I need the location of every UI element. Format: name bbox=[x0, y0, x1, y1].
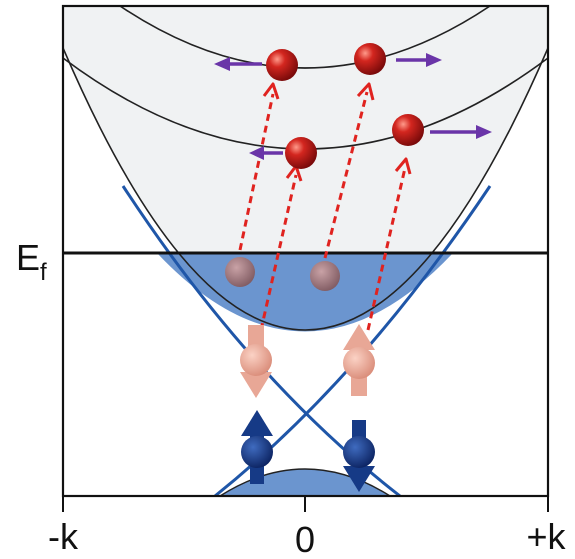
electron-sphere-icon bbox=[285, 137, 317, 169]
velocity-arrowhead bbox=[214, 57, 230, 71]
electron-sphere-icon bbox=[266, 49, 298, 81]
velocity-arrowhead bbox=[476, 125, 492, 139]
holes bbox=[225, 257, 340, 291]
spin-sphere-icon bbox=[240, 344, 272, 376]
x-label-left: -k bbox=[48, 516, 79, 557]
excitation-arrowhead bbox=[262, 82, 280, 100]
excitation-arrowhead bbox=[356, 82, 375, 101]
electron-sphere-icon bbox=[392, 114, 424, 146]
velocity-arrowhead bbox=[249, 146, 264, 160]
spin-sphere-icon bbox=[343, 436, 375, 468]
spin-down-arrow-icon bbox=[343, 466, 375, 492]
valence-curve bbox=[219, 468, 391, 496]
hole-sphere-icon bbox=[225, 257, 255, 287]
excitation-arrow bbox=[366, 167, 407, 331]
band-curve-top bbox=[119, 6, 491, 69]
velocity-arrows bbox=[214, 53, 492, 160]
excitation-arrows bbox=[238, 91, 407, 331]
spin-excited-left bbox=[240, 325, 272, 398]
hole-sphere-icon bbox=[310, 261, 340, 291]
spin-up-arrow-icon bbox=[343, 324, 375, 350]
spin-ground-right bbox=[343, 420, 375, 492]
excitation-arrowhead bbox=[394, 157, 412, 175]
electrons bbox=[266, 43, 424, 169]
band-curve-main bbox=[63, 47, 548, 331]
fermi-level-label: Ef bbox=[16, 237, 47, 286]
spin-ground-left bbox=[241, 410, 273, 484]
spin-sphere-icon bbox=[241, 436, 273, 468]
spin-excited-right bbox=[343, 324, 375, 396]
spin-up-arrow-icon bbox=[241, 410, 273, 436]
excitation-arrow bbox=[238, 93, 275, 251]
spin-sphere-icon bbox=[343, 347, 375, 379]
x-label-center: 0 bbox=[295, 519, 315, 559]
electron-sphere-icon bbox=[354, 43, 386, 75]
excitation-arrow bbox=[323, 91, 369, 259]
x-axis-ticks bbox=[62, 496, 549, 512]
x-label-right: +k bbox=[526, 516, 566, 557]
velocity-arrowhead bbox=[426, 53, 442, 67]
excitation-arrow bbox=[259, 174, 298, 331]
spin-down-arrow-icon bbox=[240, 372, 272, 398]
